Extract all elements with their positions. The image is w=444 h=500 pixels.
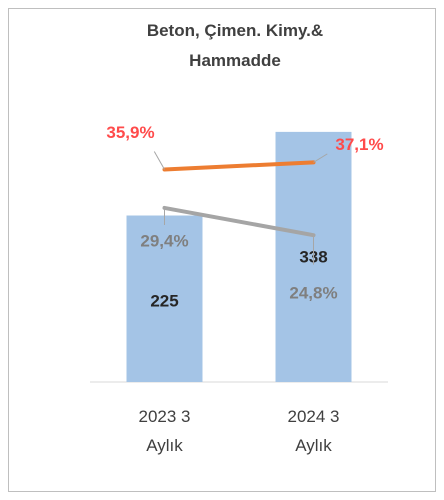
line-value-label: 29,4% [140, 231, 188, 250]
x-tick-label: 2024 3 Aylık [287, 407, 340, 455]
leader-line [313, 153, 328, 163]
line-series [162, 205, 316, 238]
bar-value-label: 225 [150, 291, 178, 310]
line-value-label: 24,8% [289, 284, 337, 303]
chart-border [8, 8, 436, 492]
line-series [162, 160, 316, 172]
bar [126, 215, 203, 382]
line-value-label: 35,9% [106, 123, 154, 142]
line-value-label: 37,1% [335, 135, 383, 154]
chart-title: Beton, Çimen. Kimy.& Hammadde [146, 21, 324, 70]
leader-line [153, 151, 165, 170]
x-tick-label: 2023 3 Aylık [138, 407, 191, 455]
